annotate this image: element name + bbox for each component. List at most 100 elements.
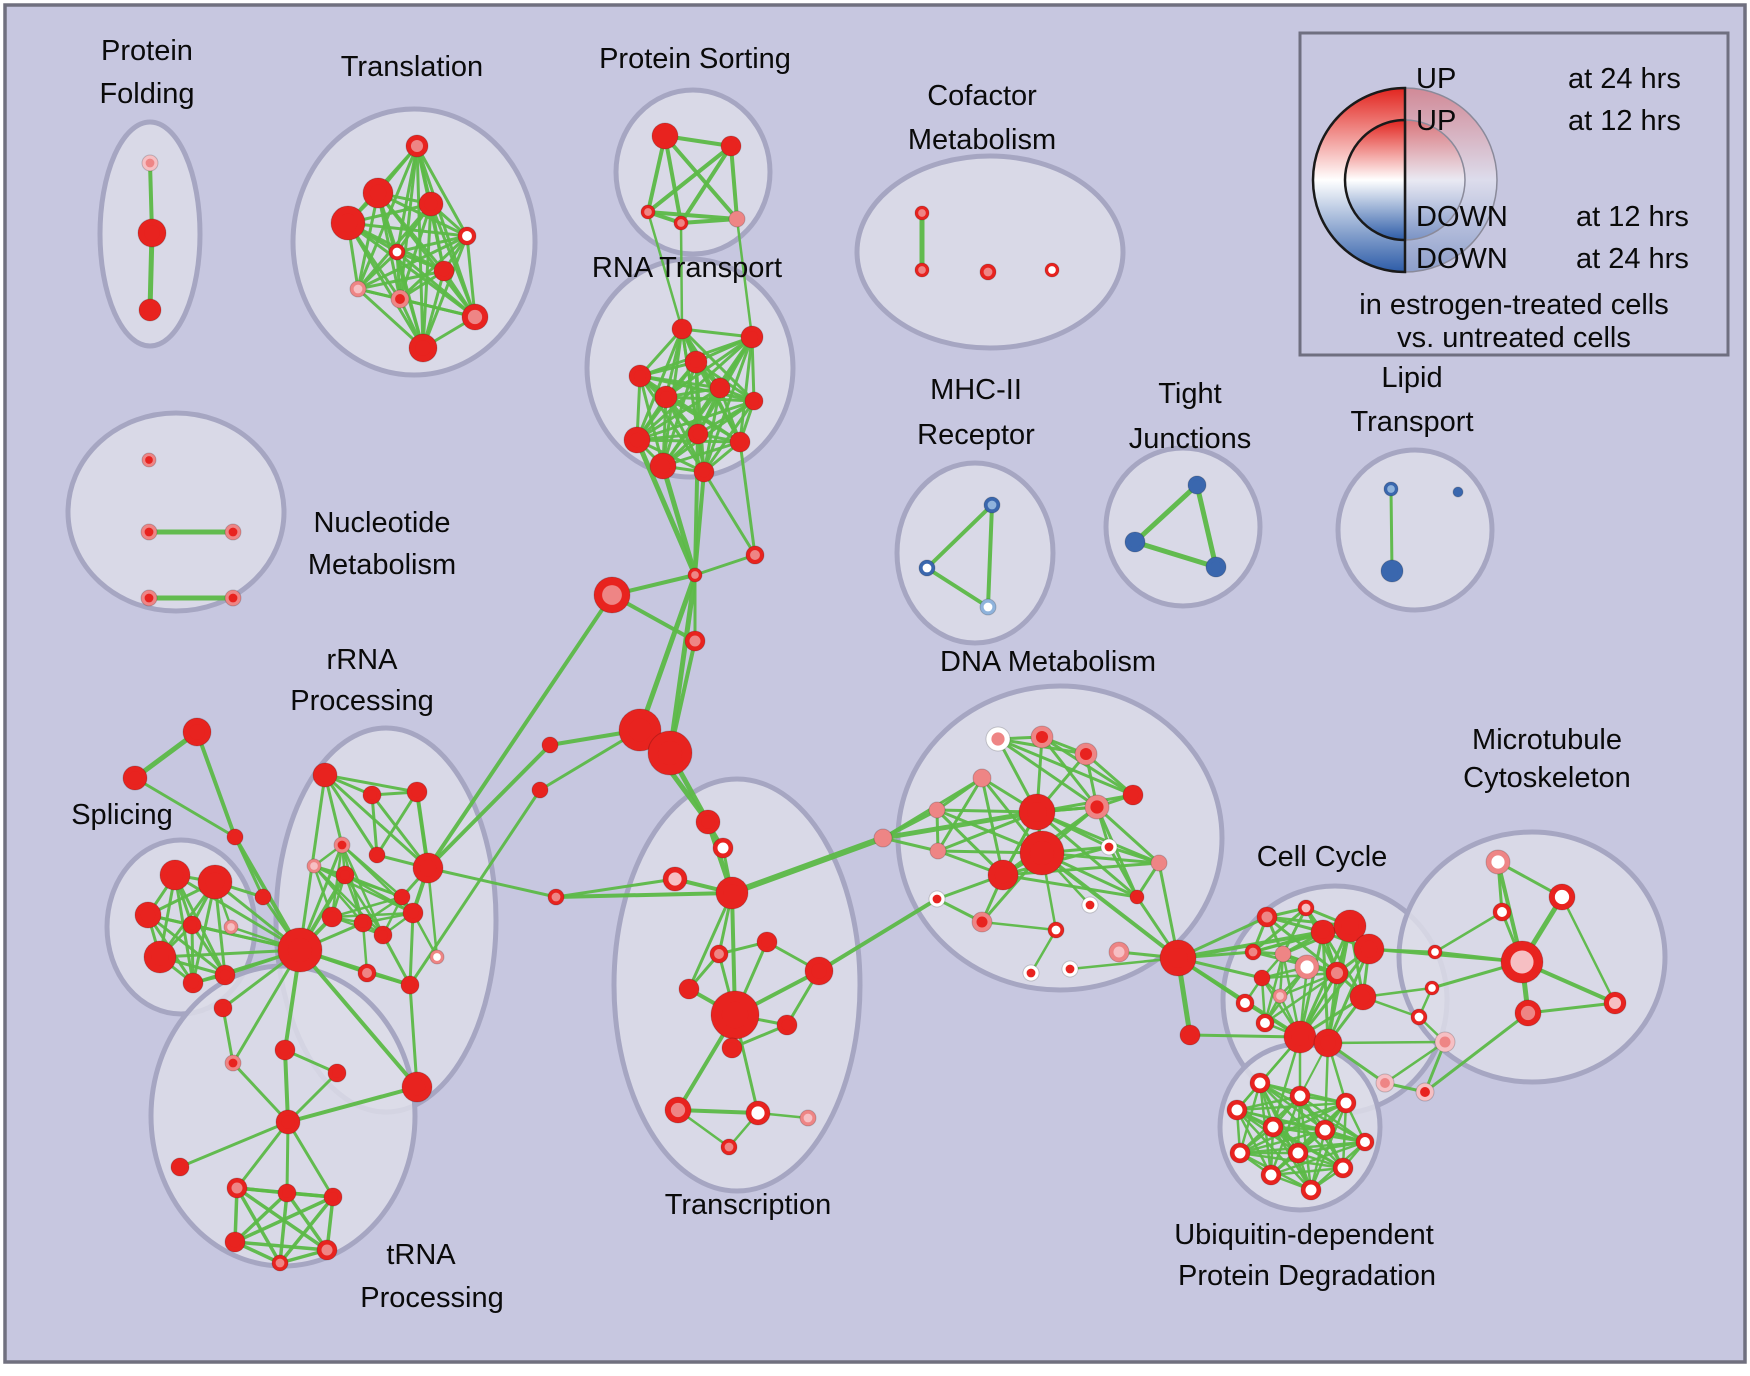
gene-node-tx2 [712, 837, 734, 859]
node-core-12h [1254, 1077, 1266, 1089]
gene-node-tx13 [745, 1100, 771, 1126]
cluster-labels: Protein Folding Translation Protein Sorting… [71, 35, 1631, 1314]
edge-x3-x4 [233, 1195, 335, 1244]
node-core-12h [175, 1162, 185, 1172]
node-core-12h [144, 593, 154, 603]
edge-r1-r8 [323, 773, 430, 870]
node-core-12h [691, 571, 699, 579]
edge-d1-d10 [996, 737, 1099, 809]
node-core-12h [983, 267, 993, 277]
gene-node-r10 [321, 906, 343, 928]
node-core-12h [143, 303, 157, 317]
gene-node-d8 [1019, 830, 1065, 876]
gene-node-d18 [1047, 921, 1065, 939]
node-core-12h [1292, 1147, 1304, 1159]
node-core-12h [723, 884, 741, 902]
edge-r1-r3 [323, 773, 419, 794]
node-core-12h [976, 916, 988, 928]
legend-direction-1: UP [1416, 63, 1456, 95]
node-core-12h [1319, 1124, 1331, 1136]
edge-d4-d9 [980, 776, 1005, 877]
gene-node-u8 [1229, 1142, 1251, 1164]
gene-node-h3 [593, 576, 631, 614]
node-core-12h [144, 225, 160, 241]
legend-direction-2: UP [1416, 105, 1456, 137]
gene-node-ps2 [720, 135, 742, 157]
node-core-12h [750, 550, 760, 560]
node-core-12h [1294, 1090, 1306, 1102]
node-core-12h [781, 1019, 793, 1031]
edge-rt12-h2 [702, 470, 757, 557]
edge-k17-k15 [1188, 1033, 1302, 1039]
gene-node-r12 [373, 925, 393, 945]
gene-node-u1 [1249, 1072, 1271, 1094]
edge-rt7-rt9 [635, 399, 756, 442]
gene-node-pf2 [137, 218, 167, 248]
gene-node-r1 [312, 762, 338, 788]
gene-node-s8 [214, 964, 236, 986]
cluster-label-rrna-processing-line2: Processing [290, 685, 433, 717]
gene-node-r17 [213, 998, 233, 1018]
node-core-12h [644, 208, 652, 216]
gene-node-r14 [429, 949, 445, 965]
gene-node-h1 [687, 567, 703, 583]
edge-d12-d13 [1107, 845, 1161, 865]
gene-node-nm2 [140, 523, 158, 541]
gene-node-h5 [618, 708, 662, 752]
edge-t6-t8 [356, 250, 399, 291]
edge-rt1-rt2 [680, 327, 754, 339]
gene-node-s2 [197, 864, 233, 900]
cluster-label-mhc-ii-receptor-line2: Receptor [917, 419, 1035, 451]
cluster-label-tight-junctions-line1: Tight [1158, 378, 1221, 410]
gene-node-k7 [1244, 943, 1262, 961]
gene-node-f3 [979, 263, 997, 281]
node-core-12h [751, 1106, 765, 1120]
node-core-12h [692, 428, 704, 440]
gene-node-tj3 [1205, 556, 1227, 578]
gene-node-u2 [1289, 1085, 1311, 1107]
gene-node-d17 [1081, 896, 1099, 914]
edge-ps5-rt2 [735, 217, 754, 339]
node-core-12h [310, 862, 318, 870]
node-core-12h [258, 892, 268, 902]
gene-node-d16 [971, 911, 993, 933]
edge-r9-r10 [330, 895, 404, 919]
node-core-12h [1267, 1121, 1279, 1133]
edge-lc-tx3 [554, 877, 677, 899]
node-core-12h [228, 527, 238, 537]
edge-rt10-rt11 [661, 440, 742, 468]
gene-node-u12 [1300, 1179, 1322, 1201]
gene-node-h4 [684, 630, 706, 652]
gene-node-d6 [929, 842, 947, 860]
cluster-label-protein-folding-line2: Folding [99, 78, 194, 110]
node-core-12h [1455, 489, 1461, 495]
cluster-label-cofactor-metabolism-line2: Metabolism [908, 124, 1056, 156]
edge-r6-r9 [343, 873, 404, 899]
gene-node-rt4 [628, 364, 652, 388]
edge-r8-h3 [426, 593, 614, 870]
gene-node-ln1 [170, 1157, 190, 1177]
edge-th-x3 [286, 1120, 335, 1199]
gene-node-d10 [1084, 794, 1110, 820]
gene-node-d11 [1122, 784, 1144, 806]
edge-sph-r20 [298, 948, 419, 1089]
edge-k16-m13 [1326, 1040, 1447, 1045]
gene-node-u5 [1262, 1116, 1284, 1138]
gene-node-k10 [1325, 961, 1349, 985]
node-core-12h [367, 790, 377, 800]
node-core-12h [318, 768, 332, 782]
gene-node-k14 [1255, 1013, 1275, 1033]
node-core-12h [1608, 996, 1622, 1010]
edge-rt7-rt11 [661, 399, 756, 468]
edge-u7-u9 [1296, 1140, 1367, 1155]
gene-node-d22 [1159, 939, 1197, 977]
edge-k2-k8 [1281, 906, 1308, 956]
gene-node-t7 [433, 260, 455, 282]
node-core-12h [1278, 949, 1288, 959]
cluster-label-nucleotide-metabolism-line1: Nucleotide [313, 507, 450, 539]
gene-node-t1 [405, 134, 429, 158]
node-core-12h [467, 309, 483, 325]
edge-tr3-s9 [233, 835, 265, 899]
